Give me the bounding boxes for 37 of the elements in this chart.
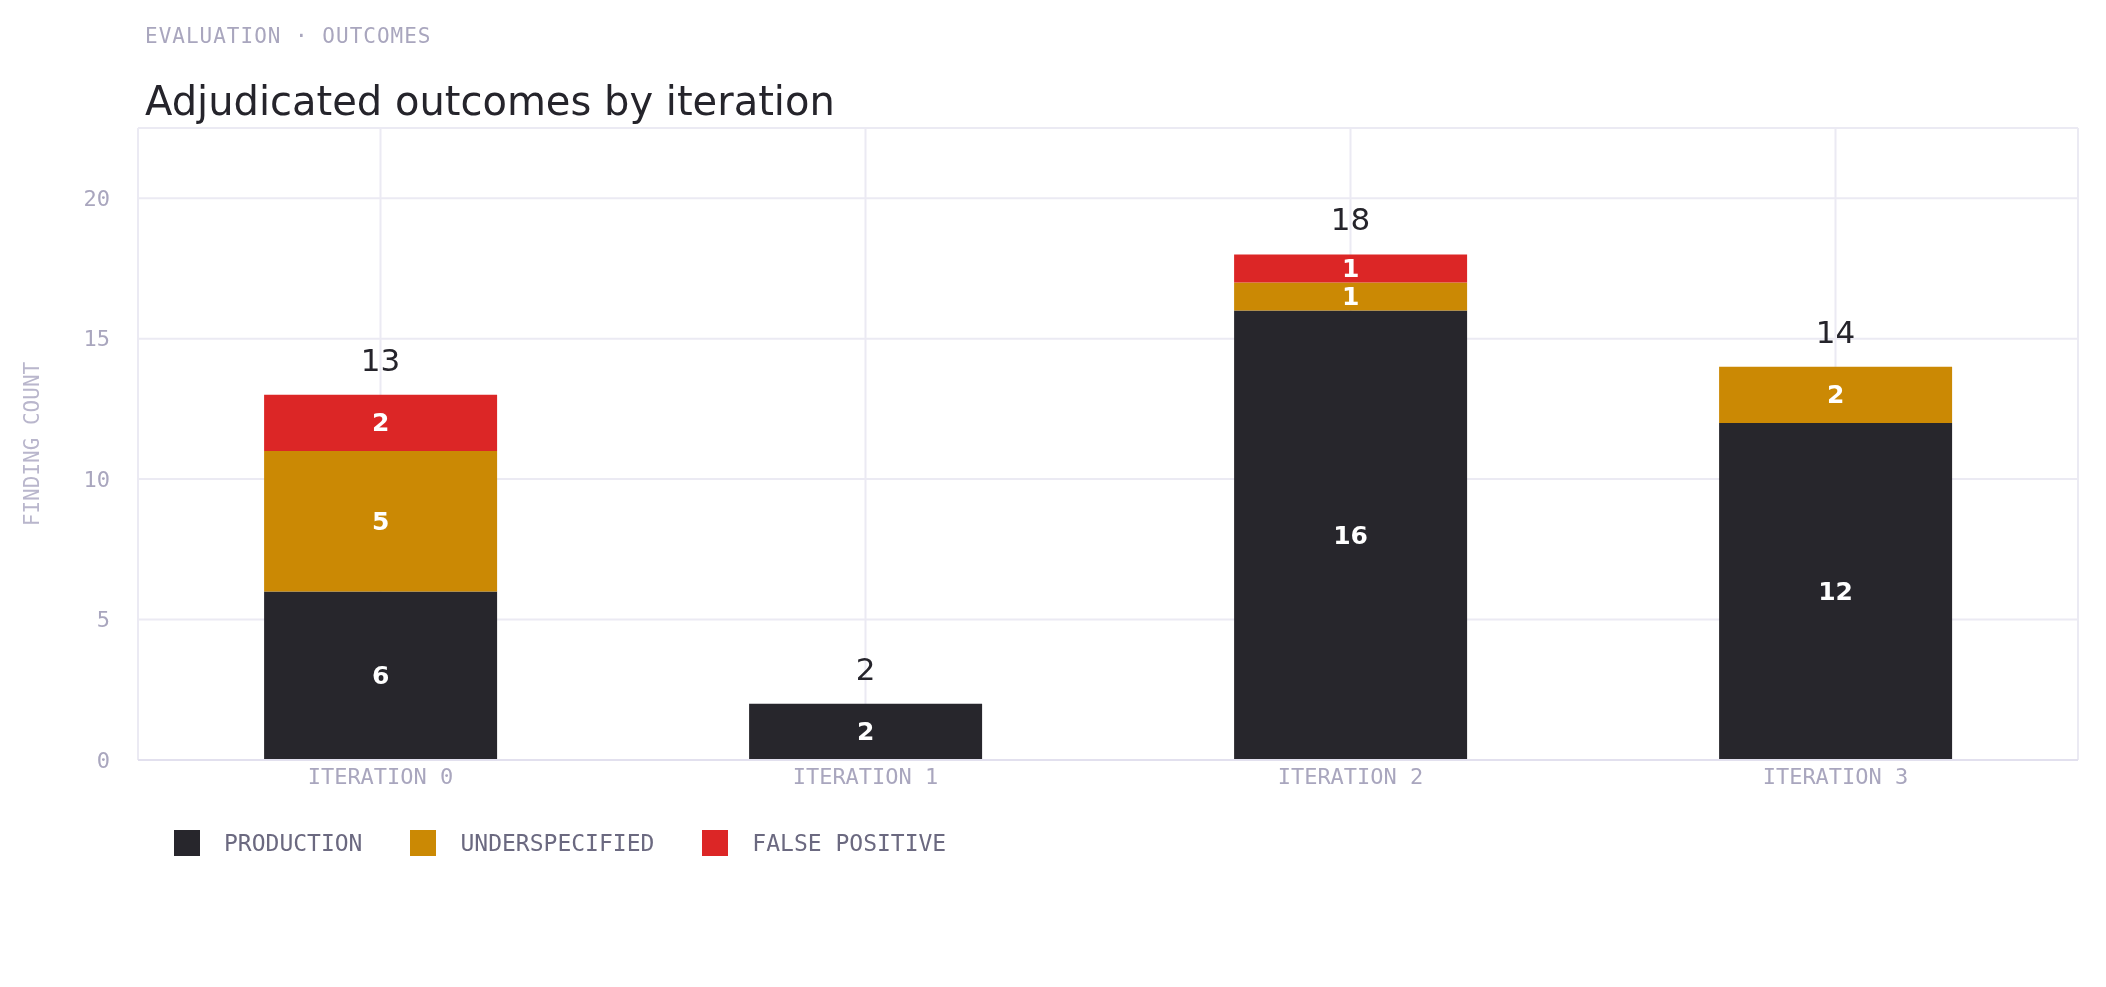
bar (1234, 254, 1468, 283)
x-tick-label: ITERATION 0 (307, 763, 454, 789)
data-label: 16 (1333, 520, 1368, 550)
data-label: 2 (856, 717, 875, 747)
total-label: 13 (360, 341, 401, 378)
data-label: 1 (1341, 253, 1360, 283)
chart-title: Adjudicated outcomes by iteration (144, 77, 836, 124)
x-tick-label: ITERATION 2 (1277, 763, 1424, 789)
bar (264, 451, 498, 592)
data-label: 5 (371, 506, 390, 536)
legend-label: PRODUCTION (224, 830, 363, 856)
y-tick-label: 5 (96, 607, 110, 633)
bar (1234, 310, 1468, 760)
y-axis-title: FINDING COUNT (20, 361, 45, 527)
y-tick-label: 20 (83, 186, 110, 212)
data-label: 12 (1818, 576, 1853, 606)
legend-label: UNDERSPECIFIED (460, 830, 655, 856)
data-label: 6 (371, 661, 390, 691)
bar (1234, 282, 1468, 311)
bar (264, 394, 498, 452)
y-tick-label: 10 (83, 466, 110, 492)
x-tick-label: ITERATION 3 (1762, 763, 1909, 789)
y-tick-label: 0 (96, 747, 110, 773)
total-label: 18 (1330, 201, 1371, 238)
total-label: 2 (855, 650, 876, 687)
legend-label: FALSE POSITIVE (752, 830, 947, 856)
bar (1719, 366, 1953, 423)
chart-subtitle: EVALUATION · OUTCOMES (144, 23, 433, 48)
bar (749, 703, 983, 760)
data-label: 2 (371, 408, 390, 438)
data-label: 2 (1826, 380, 1845, 410)
y-tick-label: 15 (83, 326, 110, 352)
bar (264, 591, 498, 760)
x-tick-label: ITERATION 1 (792, 763, 939, 789)
total-label: 14 (1815, 313, 1856, 350)
bar (1719, 422, 1953, 760)
data-label: 1 (1341, 282, 1360, 312)
